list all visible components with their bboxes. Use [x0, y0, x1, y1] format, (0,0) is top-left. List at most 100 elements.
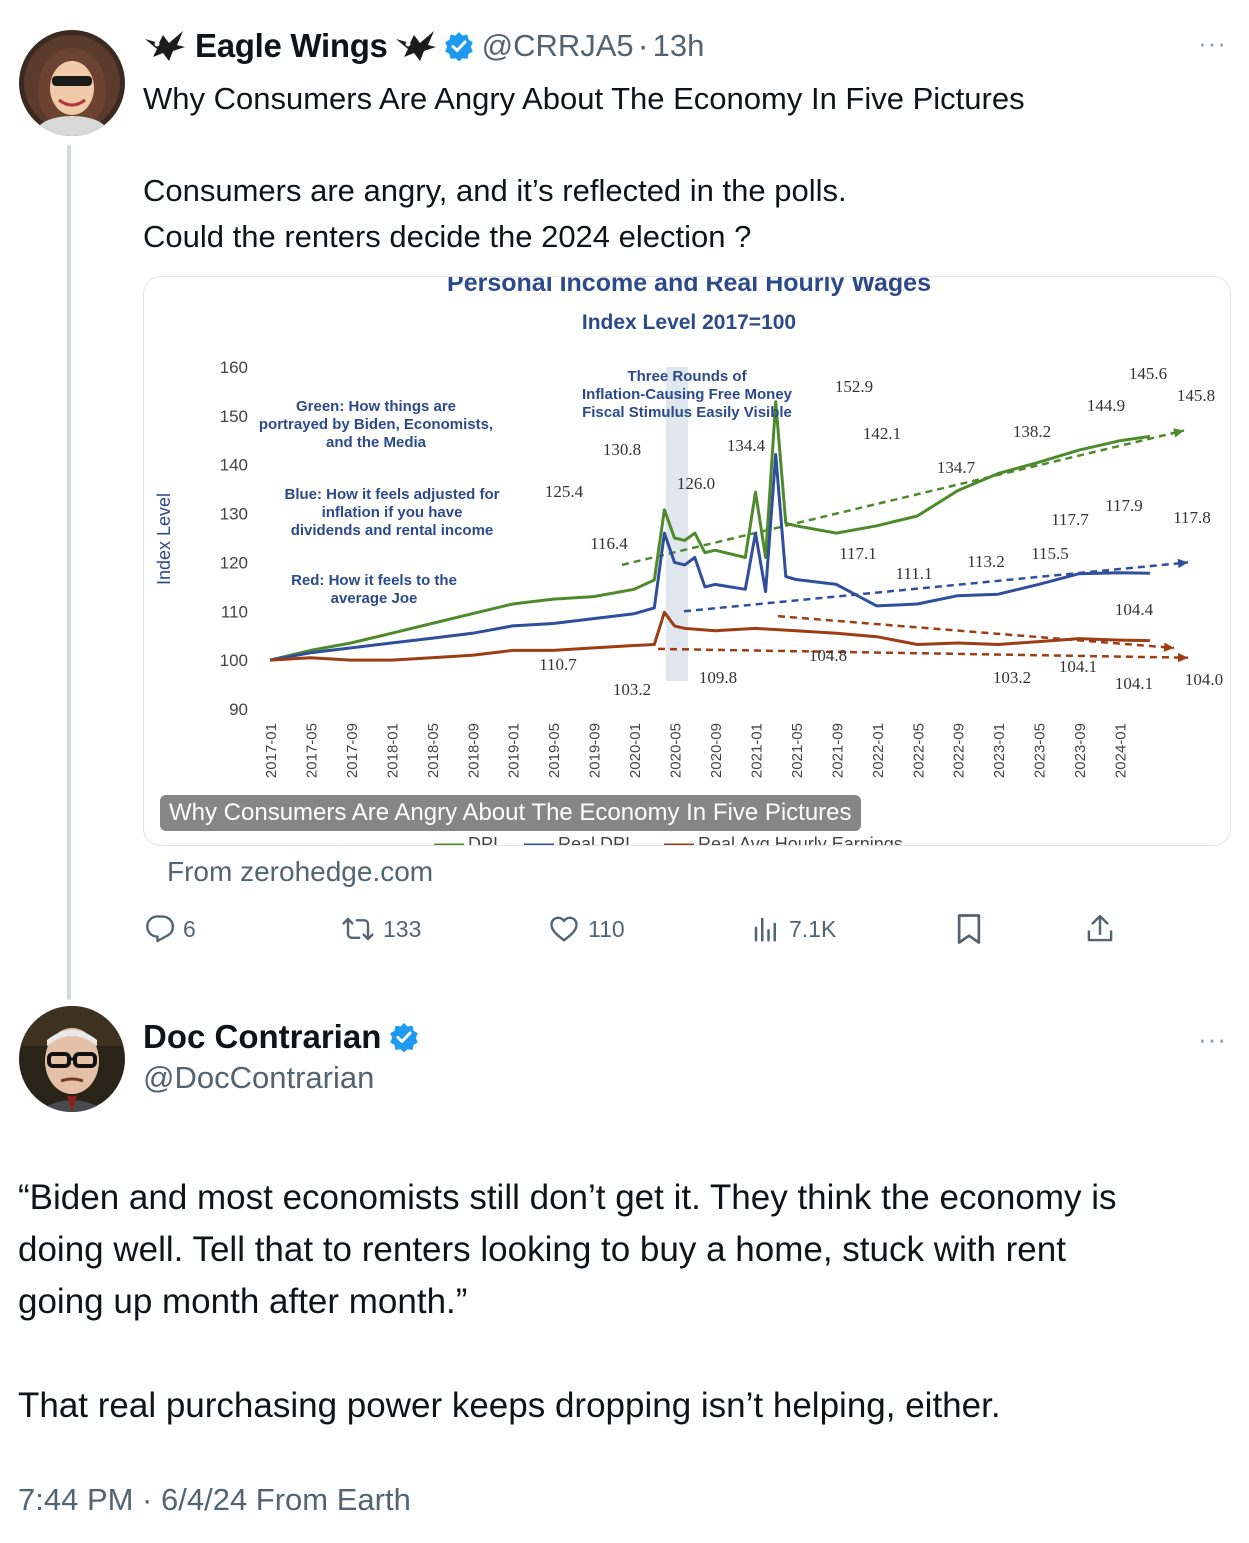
verified-badge-icon — [389, 1022, 419, 1053]
x-tick-label: 2020-09 — [708, 723, 725, 778]
thread-connector-line — [67, 145, 71, 1000]
data-label: 104.0 — [1185, 670, 1223, 689]
annotation-green: Green: How things are portrayed by Biden,… — [259, 398, 493, 451]
card-source[interactable]: From zerohedge.com — [167, 856, 434, 887]
tweet2-line-3: going up month after month.” — [18, 1282, 468, 1321]
repost-icon — [342, 917, 374, 941]
tweet1-text: Why Consumers Are Angry About The Econom… — [143, 76, 1203, 260]
views-count: 7.1K — [789, 915, 837, 942]
data-label: 111.1 — [896, 564, 933, 583]
green-trend-line-arrowhead — [1173, 428, 1184, 438]
like-button[interactable]: 110 — [548, 906, 625, 952]
x-tick-label: 2023-09 — [1072, 723, 1089, 778]
data-label: 110.7 — [539, 655, 577, 674]
chart-image: Personal Income and Real Hourly Wages In… — [154, 277, 1223, 846]
tweet1-line-1: Why Consumers Are Angry About The Econom… — [143, 81, 1025, 116]
data-label: 126.0 — [677, 474, 715, 493]
data-label: 117.8 — [1173, 508, 1211, 527]
stimulus-highlight-band — [666, 367, 688, 681]
tweet1-line-4: Could the renters decide the 2024 electi… — [143, 219, 752, 254]
avatar-eagle-wings[interactable] — [19, 30, 125, 136]
views-icon — [754, 917, 776, 942]
share-button[interactable] — [1085, 906, 1115, 952]
repost-button[interactable]: 133 — [341, 906, 421, 952]
tweet1-header: Eagle Wings @CRRJA5 · 13h — [143, 26, 704, 66]
y-tick-label: 130 — [220, 505, 248, 524]
eagle-emoji-icon — [394, 27, 438, 65]
more-options-icon[interactable]: ··· — [1198, 28, 1227, 58]
x-tick-label: 2019-09 — [587, 723, 604, 778]
x-tick-label: 2023-01 — [991, 723, 1008, 778]
red-trend-line-1 — [777, 614, 1175, 650]
data-label: 134.7 — [937, 458, 976, 477]
tweet2-display-name[interactable]: Doc Contrarian — [143, 1018, 382, 1055]
reply-count: 6 — [183, 915, 196, 942]
repost-count: 133 — [383, 915, 422, 942]
tweet2-line-2: doing well. Tell that to renters looking… — [18, 1230, 1066, 1269]
bookmark-button[interactable] — [955, 906, 983, 952]
tweet1-line-2 — [143, 122, 1203, 168]
red-trend-line-1-arrowhead — [1163, 642, 1174, 652]
x-tick-label: 2022-09 — [951, 723, 968, 778]
data-label: 145.6 — [1129, 364, 1167, 383]
verified-badge-icon — [444, 31, 474, 62]
data-label: 130.8 — [603, 440, 641, 459]
x-tick-label: 2022-05 — [910, 723, 927, 778]
x-tick-label: 2021-09 — [829, 723, 846, 778]
data-label: 103.2 — [613, 680, 651, 699]
y-tick-label: 120 — [220, 553, 248, 572]
data-label: 117.9 — [1105, 496, 1143, 515]
tweet1-separator: · — [637, 27, 649, 64]
tweet1-actions: 6 133 110 7.1K — [143, 906, 1123, 952]
x-tick-label: 2017-01 — [263, 723, 280, 778]
tweet2-timestamp[interactable]: 7:44 PM · 6/4/24 From Earth — [18, 1482, 411, 1517]
x-tick-label: 2023-05 — [1032, 723, 1049, 778]
series-line-real-dpi — [269, 453, 1150, 662]
x-tick-label: 2020-05 — [668, 723, 685, 778]
data-label: 144.9 — [1087, 396, 1125, 415]
avatar-doc-contrarian[interactable] — [19, 1006, 125, 1112]
tweet1-display-name[interactable]: Eagle Wings — [195, 27, 388, 64]
reply-button[interactable]: 6 — [145, 906, 196, 952]
y-tick-label: 150 — [220, 407, 248, 426]
eagle-emoji-icon — [143, 27, 187, 65]
data-label: 138.2 — [1013, 422, 1051, 441]
x-tick-label: 2021-01 — [748, 723, 765, 778]
views-button[interactable]: 7.1K — [751, 906, 836, 952]
share-icon — [1087, 914, 1113, 942]
x-tick-label: 2022-01 — [870, 723, 887, 778]
data-label: 125.4 — [545, 482, 584, 501]
x-tick-label: 2018-01 — [384, 723, 401, 778]
blue-trend-line-arrowhead — [1177, 558, 1188, 569]
chart-subtitle: Index Level 2017=100 — [582, 311, 796, 334]
x-tick-label: 2018-05 — [425, 723, 442, 778]
data-label: 142.1 — [863, 424, 901, 443]
reply-icon — [146, 915, 175, 943]
series-line-dpi — [269, 400, 1151, 662]
red-trend-line-2 — [657, 647, 1189, 659]
tweet1-handle[interactable]: @CRRJA5 — [481, 28, 634, 63]
x-tick-label: 2024-01 — [1113, 723, 1130, 778]
y-tick-label: 100 — [220, 651, 248, 670]
data-label: 104.1 — [1115, 674, 1153, 693]
green-trend-line — [621, 429, 1185, 567]
annotation-red: Red: How it feels to the average Joe — [291, 572, 457, 607]
x-tick-label: 2017-05 — [303, 723, 320, 778]
x-tick-label: 2018-09 — [465, 723, 482, 778]
data-label: 115.5 — [1031, 544, 1069, 563]
data-label: 145.8 — [1177, 386, 1215, 405]
data-label: 104.4 — [1115, 600, 1154, 619]
more-options-icon[interactable]: ··· — [1198, 1024, 1227, 1054]
blue-trend-line — [683, 561, 1189, 613]
bookmark-icon — [957, 914, 981, 944]
link-card[interactable]: Personal Income and Real Hourly Wages In… — [143, 276, 1231, 846]
data-label: 104.1 — [1059, 657, 1097, 676]
tweet2-text: “Biden and most economists still don’t g… — [18, 1172, 1233, 1432]
tweet2-header: Doc Contrarian — [143, 1018, 419, 1056]
data-label: 152.9 — [835, 377, 873, 396]
tweet2-handle[interactable]: @DocContrarian — [143, 1060, 375, 1095]
legend-label: Real Avg Hourly Earnings — [698, 834, 903, 846]
data-label: 113.2 — [967, 552, 1005, 571]
tweet2-line-1: “Biden and most economists still don’t g… — [18, 1178, 1117, 1217]
tweet1-time[interactable]: 13h — [652, 28, 705, 63]
